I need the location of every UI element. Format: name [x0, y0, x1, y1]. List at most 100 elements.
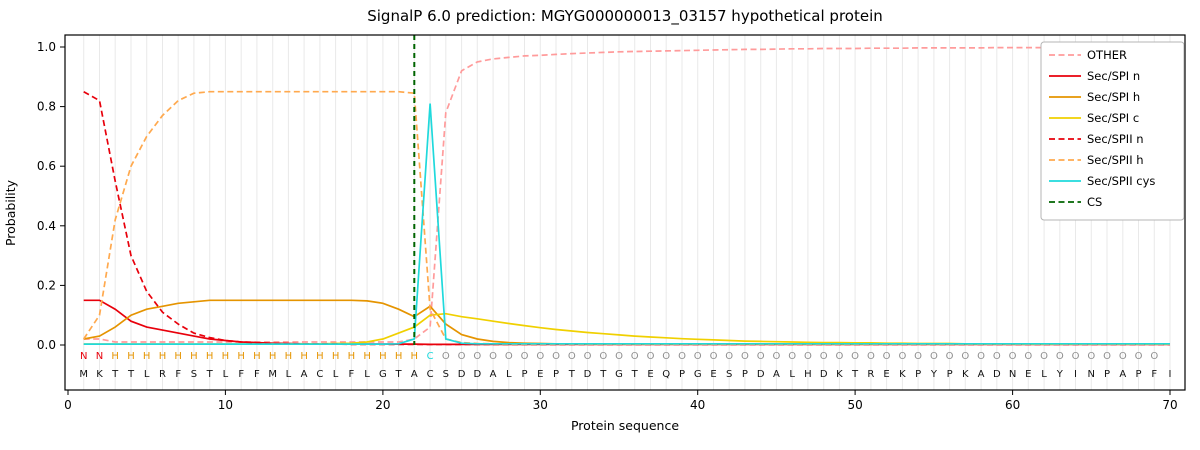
sequence-letter: P [521, 369, 527, 380]
sequence-letter: F [254, 369, 260, 380]
annotation-letter: C [427, 351, 434, 362]
annotation-letter: O [1056, 351, 1064, 362]
chart-title: SignalP 6.0 prediction: MGYG000000013_03… [367, 7, 883, 26]
sequence-letter: L [223, 369, 229, 380]
sequence-letter: F [175, 369, 181, 380]
y-tick-label: 0.4 [37, 219, 56, 233]
annotation-letter: O [568, 351, 576, 362]
sequence-letter: A [773, 369, 780, 380]
line-sec-spii-n [83, 90, 1170, 346]
annotation-letter: O [521, 351, 529, 362]
annotation-letter: O [536, 351, 544, 362]
sequence-letter: G [379, 369, 387, 380]
legend-entry-sec-spii-cys: Sec/SPII cys [1049, 174, 1155, 188]
sequence-letter: Y [1056, 369, 1064, 380]
annotation-letter: H [174, 351, 182, 362]
sequence-letter: K [96, 369, 103, 380]
legend-label: Sec/SPI c [1087, 111, 1139, 125]
sequence-letter: R [867, 369, 874, 380]
sequence-letter: G [694, 369, 702, 380]
annotation-letter: O [505, 351, 513, 362]
annotation-letter: N [80, 351, 87, 362]
sequence-letter: A [1119, 369, 1126, 380]
legend: OTHER Sec/SPI n Sec/SPI h Sec/SPI c Sec/SPII… [1040, 41, 1185, 221]
x-tick-label: 40 [690, 398, 705, 412]
sequence-letter: P [1135, 369, 1141, 380]
axes-frame [64, 34, 1186, 391]
annotation-letter: H [285, 351, 293, 362]
legend-label: Sec/SPII n [1087, 132, 1144, 146]
annotation-letter: O [914, 351, 922, 362]
annotation-letter: H [363, 351, 371, 362]
annotation-letter: O [1119, 351, 1127, 362]
sequence-letter: D [458, 369, 466, 380]
sequence-letter: K [899, 369, 906, 380]
line-other [83, 46, 1170, 343]
sequence-letter: G [615, 369, 623, 380]
legend-entry-sec-spi-h: Sec/SPI h [1049, 90, 1140, 104]
legend-entry-sec-spii-n: Sec/SPII n [1049, 132, 1144, 146]
annotation-letter: O [584, 351, 592, 362]
annotation-letter: O [1009, 351, 1017, 362]
sequence-letter: T [395, 369, 403, 380]
annotation-letter: O [725, 351, 733, 362]
sequence-letter: P [1104, 369, 1110, 380]
sequence-letter: S [191, 369, 197, 380]
sequence-letter: P [553, 369, 559, 380]
annotation-letter: O [977, 351, 985, 362]
annotation-letter: O [1150, 351, 1158, 362]
sequence-letter: N [1088, 369, 1095, 380]
sequence-letter: T [127, 369, 135, 380]
x-tick-label: 70 [1162, 398, 1177, 412]
annotation-letter: H [348, 351, 356, 362]
annotation-letter: O [741, 351, 749, 362]
sequence-letter: F [1151, 369, 1157, 380]
annotation-letter: O [552, 351, 560, 362]
y-axis-label: Probability [3, 179, 18, 246]
sequence-letter: F [349, 369, 355, 380]
sequence-letter: N [1009, 369, 1016, 380]
y-tick-label: 1.0 [37, 40, 56, 54]
sequence-letter: T [111, 369, 119, 380]
x-axis-label: Protein sequence [571, 418, 679, 433]
line-sec-spii-cys [83, 103, 1170, 345]
legend-label: Sec/SPII cys [1087, 174, 1155, 188]
annotation-letter: O [835, 351, 843, 362]
legend-label: Sec/SPI n [1087, 69, 1140, 83]
sequence-letter: D [473, 369, 481, 380]
annotation-letter: H [222, 351, 230, 362]
x-tick-label: 60 [1005, 398, 1020, 412]
y-axis-ticks: 0.0 0.2 0.4 0.6 0.8 1.0 [37, 40, 65, 352]
line-sec-spi-c [83, 312, 1170, 345]
annotation-letter: O [946, 351, 954, 362]
annotation-letter: O [599, 351, 607, 362]
x-tick-label: 30 [533, 398, 548, 412]
annotation-letter: O [804, 351, 812, 362]
annotation-letter: H [111, 351, 119, 362]
annotation-letter: O [961, 351, 969, 362]
annotation-letter: O [772, 351, 780, 362]
annotation-letter: O [615, 351, 623, 362]
annotation-letter: O [694, 351, 702, 362]
annotation-letter: N [96, 351, 103, 362]
annotation-letter: O [1135, 351, 1143, 362]
sequence-letter: K [836, 369, 843, 380]
sequence-letter: I [1169, 369, 1172, 380]
line-sec-spi-n [83, 299, 1170, 346]
annotation-letter: O [489, 351, 497, 362]
annotation-letter: H [300, 351, 308, 362]
legend-entry-sec-spi-n: Sec/SPI n [1049, 69, 1140, 83]
annotation-letter: H [159, 351, 167, 362]
annotation-letter: O [867, 351, 875, 362]
sequence-letter: E [1025, 369, 1031, 380]
y-tick-label: 0.8 [37, 100, 56, 114]
annotation-letter: O [647, 351, 655, 362]
annotation-letter: H [127, 351, 135, 362]
sequence-letter: K [962, 369, 969, 380]
sequence-letter: L [364, 369, 370, 380]
legend-entry-sec-spi-c: Sec/SPI c [1049, 111, 1139, 125]
sequence-letter: L [1041, 369, 1047, 380]
